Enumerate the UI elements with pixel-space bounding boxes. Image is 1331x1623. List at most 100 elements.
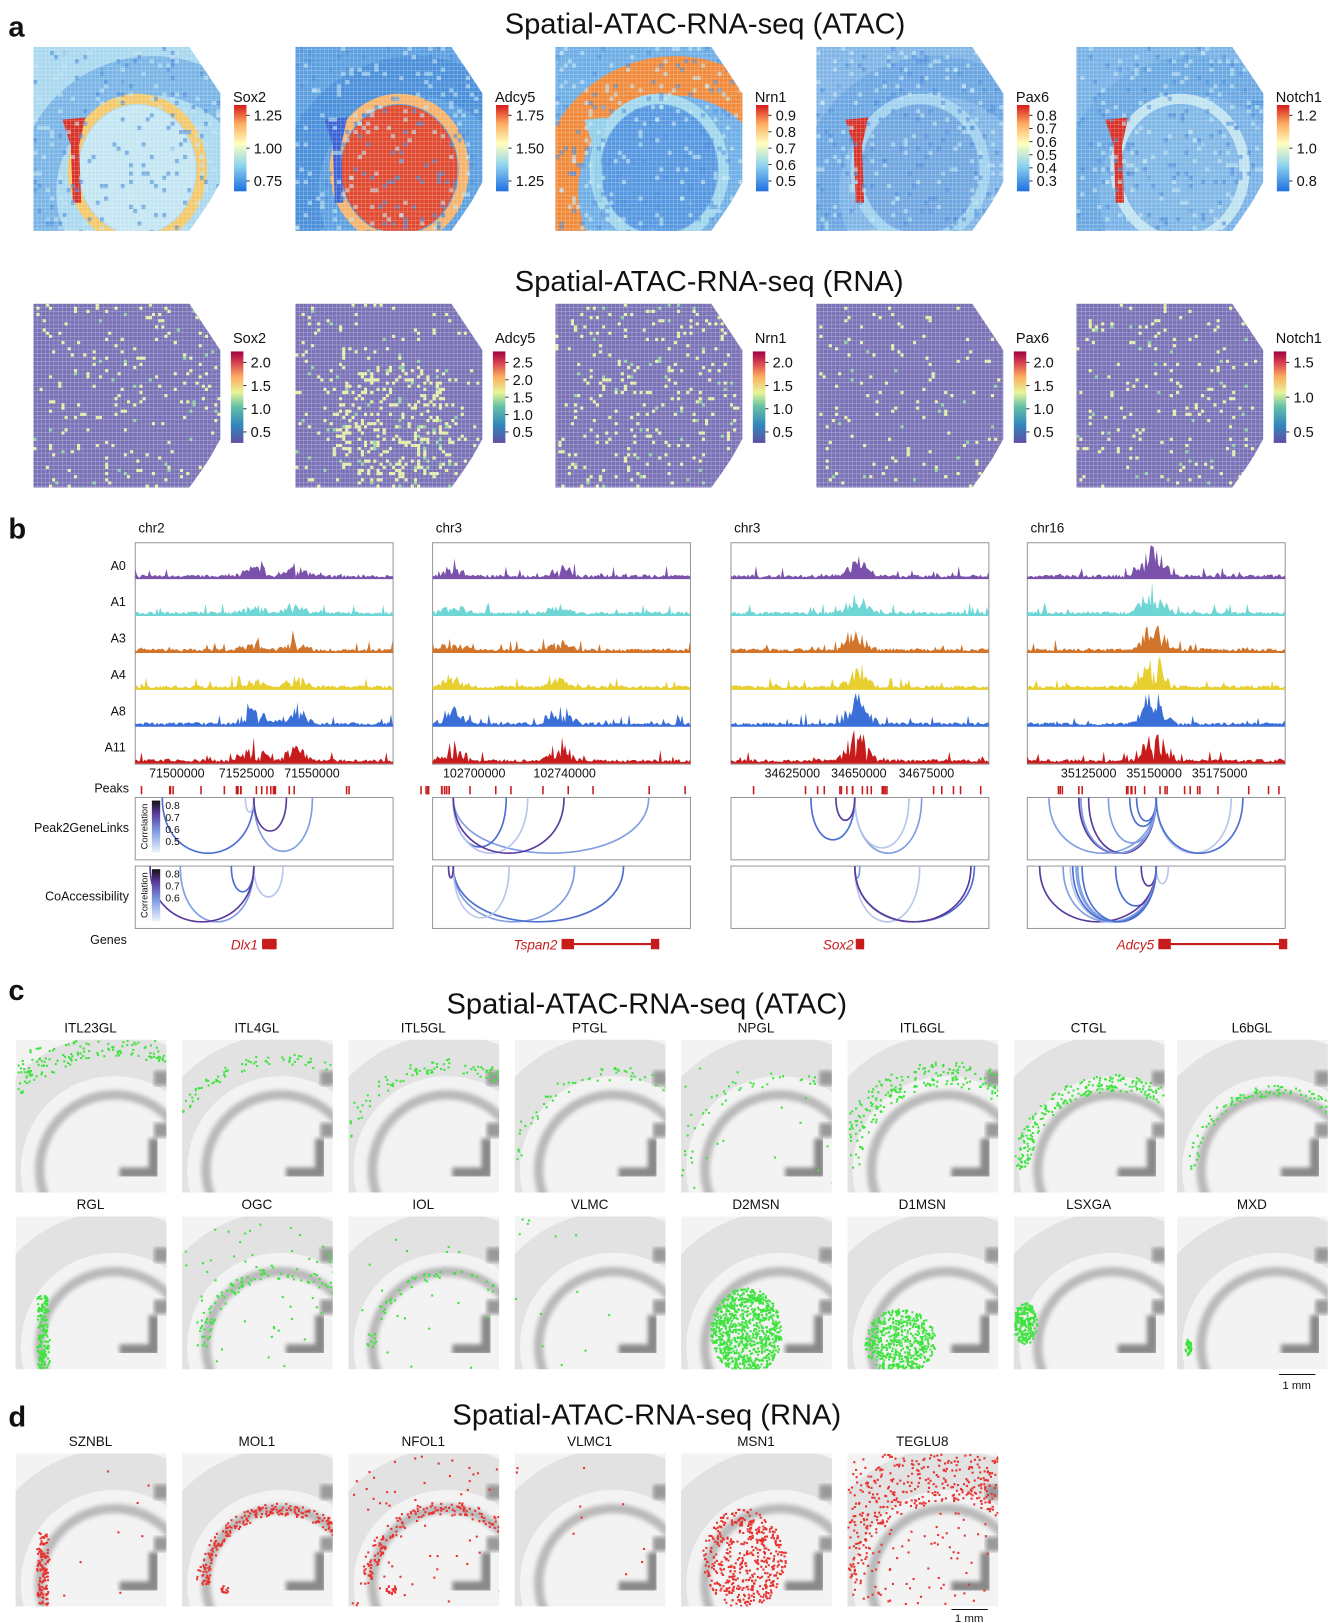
cell-spot <box>43 1301 46 1304</box>
colorbar-tick-label: 0.7 <box>165 813 180 824</box>
cell-spot <box>1099 1091 1102 1094</box>
cell-spot <box>161 1059 164 1062</box>
cell-spot <box>730 1331 733 1334</box>
cell-spot <box>43 1311 46 1314</box>
cell-spot <box>485 1280 488 1283</box>
cell-spot <box>87 1057 90 1060</box>
rna-map <box>816 303 1004 488</box>
cell-spot <box>464 1064 467 1067</box>
cell-spot <box>117 1051 120 1055</box>
cell-spot <box>770 1072 773 1075</box>
cell-spot <box>723 1090 726 1093</box>
cell-spot <box>205 1078 208 1081</box>
cell-spot <box>266 1061 269 1064</box>
cell-spot <box>1124 1083 1127 1086</box>
map-spot <box>1179 491 1182 494</box>
cell-spot <box>1052 1113 1055 1117</box>
cell-spot <box>356 1106 359 1109</box>
map-grid <box>33 46 221 231</box>
cell-spot <box>875 1098 878 1101</box>
cell-spot <box>28 1073 31 1077</box>
cell-spot <box>353 1101 356 1104</box>
cell-spot <box>40 1358 43 1361</box>
cell-spot <box>1062 1102 1065 1105</box>
cell-spot <box>69 1063 72 1066</box>
colorbar-tick-label: 0.6 <box>165 893 180 904</box>
cell-spot <box>741 1321 744 1324</box>
cell-spot <box>1017 1163 1020 1166</box>
cell-spot <box>1264 1095 1267 1098</box>
fiducial-l <box>452 1138 492 1179</box>
fiducial-l <box>286 1315 326 1355</box>
cell-spot <box>996 1089 999 1092</box>
cell-spot <box>264 1059 267 1062</box>
cell-spot <box>162 1054 165 1057</box>
gene-exon <box>855 938 865 950</box>
cell-spot <box>23 1080 26 1083</box>
cell-spot <box>749 1337 752 1340</box>
cell-spot <box>724 1099 727 1102</box>
cell-spot <box>895 1076 898 1080</box>
cell-spot <box>867 1090 870 1093</box>
map-spot <box>217 462 221 466</box>
cell-spot <box>231 1283 234 1286</box>
cell-spot <box>1027 1125 1030 1128</box>
cell-spot <box>273 1327 276 1330</box>
tissue-image <box>348 1216 500 1370</box>
fiducial <box>486 1299 500 1315</box>
cell-spot <box>726 1343 729 1346</box>
colorbar-tick-label: 1.5 <box>1293 356 1313 372</box>
map-spot <box>370 488 373 491</box>
tissue-cortex <box>514 1039 666 1193</box>
cell-spot <box>990 1097 993 1100</box>
cell-spot <box>625 1070 628 1073</box>
atac-map <box>33 46 221 231</box>
cell-spot <box>155 1046 158 1049</box>
cell-spot <box>1041 1111 1044 1114</box>
cell-spot <box>732 1329 735 1332</box>
cell-spot <box>76 1053 80 1056</box>
cell-spot <box>1111 1077 1114 1080</box>
cell-spot <box>731 1081 734 1084</box>
cell-spot <box>767 1318 770 1321</box>
panel-label: c <box>8 975 24 1007</box>
cell-spot <box>159 1056 162 1059</box>
fiducial <box>819 1299 832 1315</box>
cell-spot <box>194 1089 197 1092</box>
axis-tick-label: 34650000 <box>831 767 887 781</box>
cell-spot <box>41 1315 44 1318</box>
cell-spot <box>955 1064 958 1067</box>
cell-spot <box>389 1298 392 1301</box>
cell-spot <box>438 1276 441 1279</box>
cell-spot <box>867 1096 870 1099</box>
map-spot <box>208 204 213 209</box>
cell-spot <box>884 1093 887 1096</box>
cell-spot <box>207 1084 210 1087</box>
coverage-track <box>135 560 394 579</box>
cell-spot <box>1317 1095 1320 1098</box>
cell-spot <box>567 1090 570 1094</box>
cell-spot <box>47 1351 50 1354</box>
axis-tick-label: 102740000 <box>533 767 595 781</box>
cell-spot <box>956 1078 959 1081</box>
cell-spot <box>1021 1132 1024 1135</box>
cell-spot <box>289 1305 292 1308</box>
cell-spot <box>38 1355 41 1358</box>
cell-type-label: VLMC <box>571 1197 609 1212</box>
cell-spot <box>378 1085 381 1088</box>
cell-spot <box>757 1295 760 1298</box>
cell-spot <box>712 1328 715 1331</box>
cell-spot <box>745 1347 748 1350</box>
cell-spot <box>1120 1078 1123 1081</box>
cell-spot <box>324 1061 327 1064</box>
colorbar-tick-label: 2.0 <box>251 356 271 372</box>
cell-spot <box>40 1315 43 1318</box>
cell-spot <box>37 1295 40 1299</box>
cell-spot <box>45 1310 48 1313</box>
cell-spot <box>480 1066 483 1069</box>
cell-spot <box>399 1080 402 1083</box>
cell-spot <box>1192 1141 1195 1145</box>
cell-spot <box>270 1335 273 1338</box>
map-spot <box>401 491 404 494</box>
cell-spot <box>870 1120 873 1123</box>
